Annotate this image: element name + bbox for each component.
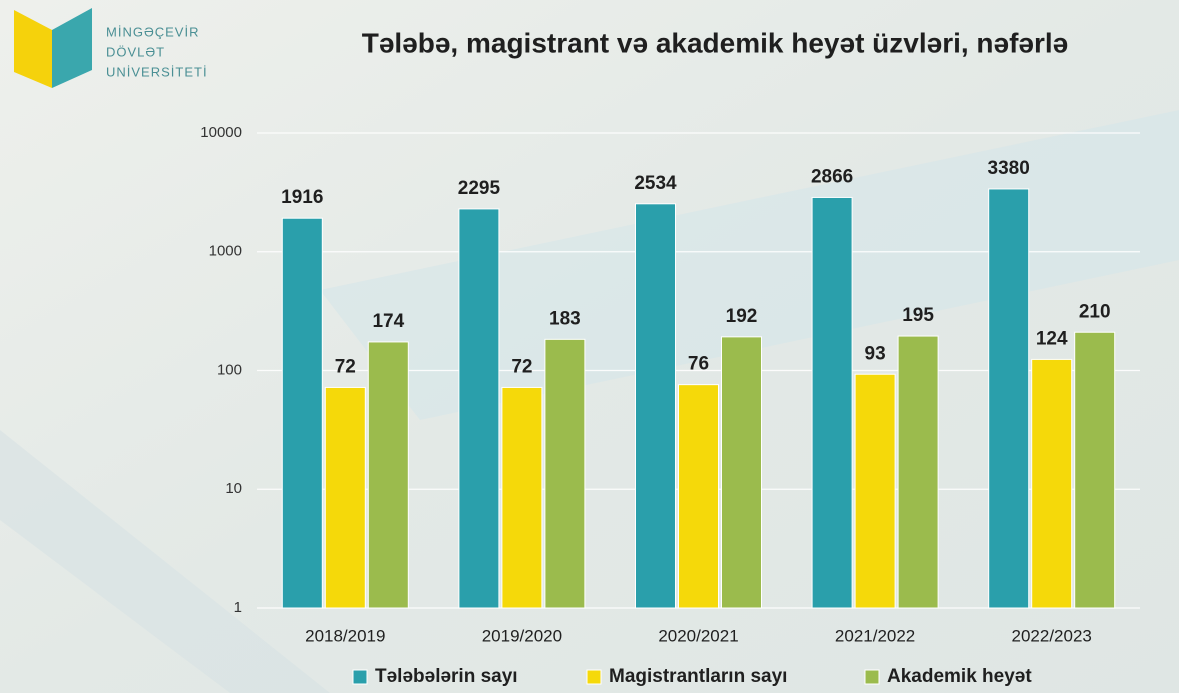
value-label: 183 [549,308,581,329]
x-tick-label: 2022/2023 [1012,626,1092,645]
value-label: 174 [372,311,404,332]
value-label: 124 [1036,328,1068,349]
bar [811,196,853,609]
bar [544,338,586,609]
bar [367,341,409,609]
legend-label: Tələbələrin sayı [375,666,518,687]
logo-shape [52,8,92,88]
x-tick-label: 2018/2019 [305,626,385,645]
value-label: 93 [865,343,886,364]
value-label: 72 [511,356,532,377]
value-label: 2295 [458,178,501,199]
value-label: 2866 [811,166,853,187]
x-tick-label: 2020/2021 [658,626,738,645]
logo: MİNGƏÇEVİR DÖVLƏT UNİVERSİTETİ [14,8,208,88]
logo-text: DÖVLƏT [106,44,165,59]
legend-label: Magistrantların sayı [609,666,787,687]
y-tick-label: 1 [234,599,242,616]
bar [635,203,676,609]
logo-text: MİNGƏÇEVİR [106,24,199,39]
value-label: 3380 [988,158,1030,179]
bar [678,384,719,609]
bar [1031,358,1073,609]
logo-shape [14,10,52,88]
legend-swatch [864,669,880,685]
bar [988,188,1030,609]
value-label: 1916 [281,187,323,208]
chart-title: Tələbə, magistrant və akademik heyət üzv… [362,27,1069,58]
bar [854,373,896,609]
legend-swatch [586,669,602,685]
legend-label: Akademik heyət [887,666,1032,687]
legend-swatch [352,669,368,685]
y-tick-label: 10 [225,480,242,497]
bar [281,217,323,609]
bar [897,335,939,609]
y-tick-label: 100 [217,361,242,378]
y-tick-label: 1000 [209,243,242,260]
bg-shape [0,430,330,693]
bg-shape [320,110,1179,420]
bar [501,386,543,609]
x-tick-label: 2019/2020 [482,626,562,645]
value-label: 192 [726,306,758,327]
value-label: 72 [335,356,356,377]
value-label: 2534 [634,173,677,194]
bar [1074,331,1116,609]
value-label: 210 [1079,301,1111,322]
bar [721,336,762,609]
bar [324,386,366,609]
y-tick-label: 10000 [200,124,242,141]
value-label: 76 [688,354,709,375]
x-tick-label: 2021/2022 [835,626,915,645]
bar [458,208,500,609]
value-label: 195 [902,305,934,326]
logo-text: UNİVERSİTETİ [106,64,208,79]
